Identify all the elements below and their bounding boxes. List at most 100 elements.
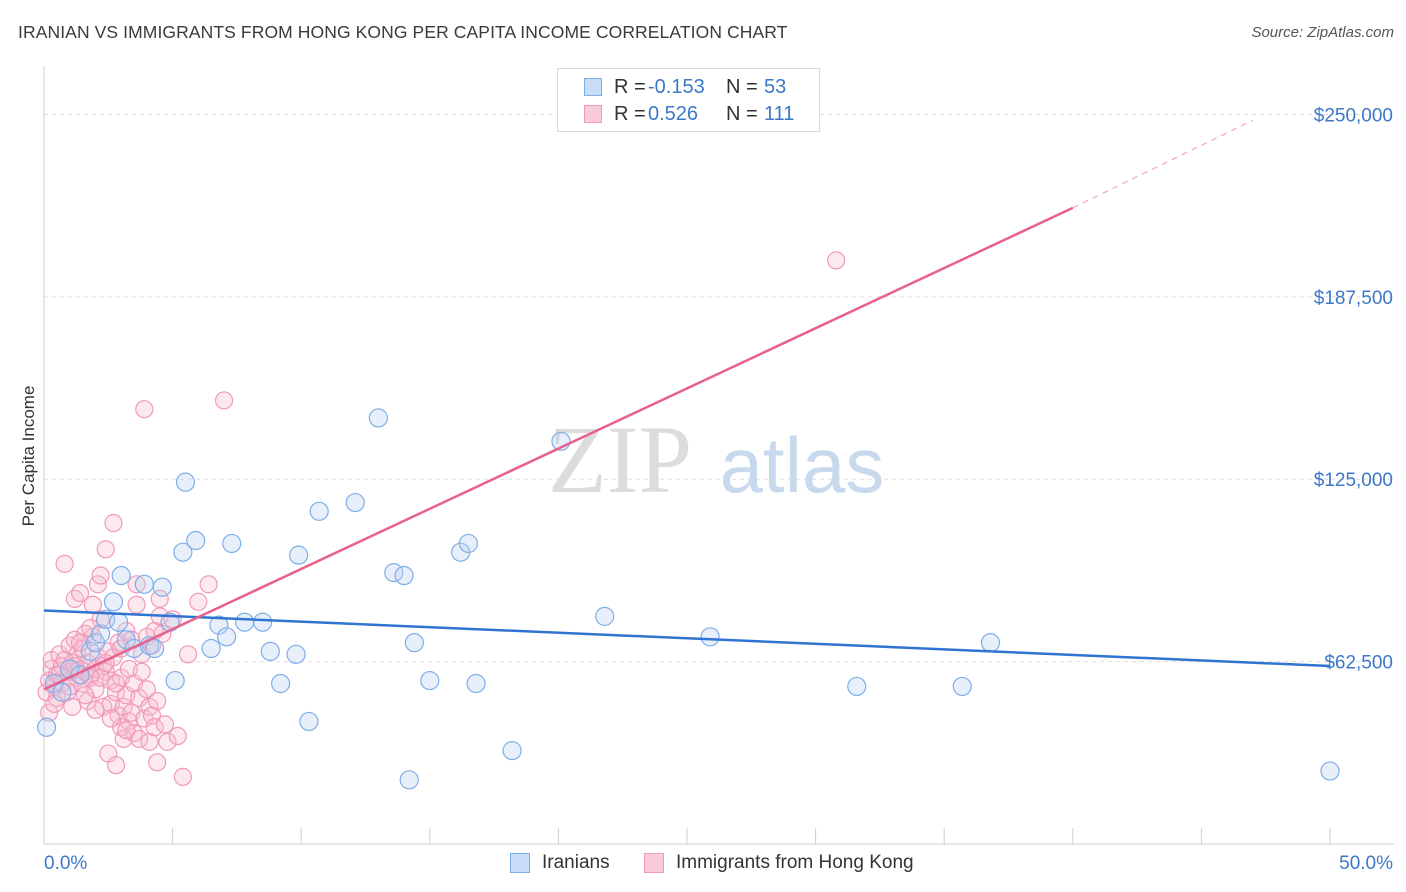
y-tick-labels: $62,500 $125,000 $187,500 $250,000 xyxy=(1314,105,1393,673)
bottom-legend-label-hong-kong: Immigrants from Hong Kong xyxy=(676,852,914,873)
iranian-point xyxy=(420,670,440,691)
iranian-point xyxy=(394,565,414,586)
iranian-point xyxy=(90,624,111,644)
iranian-point xyxy=(235,612,255,632)
hong-kong-point xyxy=(106,756,126,775)
x-tick-label-max: 50.0% xyxy=(1339,853,1393,874)
y-tick-label: $250,000 xyxy=(1314,105,1393,126)
hong-kong-point xyxy=(135,400,154,419)
hong-kong-point xyxy=(70,583,90,603)
bottom-legend-hong-kong: Immigrants from Hong Kong xyxy=(644,852,914,874)
iranians-points xyxy=(36,408,1340,790)
iranian-point xyxy=(345,492,365,513)
legend-r-value: 0.526 xyxy=(648,102,699,125)
hong-kong-point xyxy=(150,589,169,608)
hong-kong-point xyxy=(137,680,156,699)
hong-kong-point xyxy=(130,729,149,749)
y-tick-label: $62,500 xyxy=(1324,653,1393,674)
legend-n-label: N = xyxy=(726,102,758,125)
hong-kong-point xyxy=(86,680,105,699)
hong-kong-point xyxy=(148,691,167,711)
hong-kong-point xyxy=(86,700,105,719)
chart-title: IRANIAN VS IMMIGRANTS FROM HONG KONG PER… xyxy=(18,22,788,42)
source-label: Source: ZipAtlas.com xyxy=(1251,24,1394,41)
hong-kong-point xyxy=(155,715,174,734)
hong-kong-point xyxy=(101,709,120,728)
iranian-point xyxy=(404,633,424,653)
hong-kong-point xyxy=(168,726,187,746)
hong-kong-point xyxy=(65,589,84,608)
iranian-point xyxy=(173,542,193,562)
hong-kong-point xyxy=(81,618,100,638)
hong-kong-point xyxy=(76,686,95,705)
hong-kong-point xyxy=(827,251,846,270)
hong-kong-point xyxy=(178,645,198,664)
grid xyxy=(44,113,1394,663)
iranian-point xyxy=(289,545,309,565)
iranian-point xyxy=(144,638,165,659)
iranian-point xyxy=(260,641,280,662)
hong-kong-point xyxy=(106,674,126,693)
iranian-point xyxy=(700,627,720,647)
legend-r-value: -0.153 xyxy=(648,75,705,98)
hong-kong-point xyxy=(145,718,164,737)
iranian-point xyxy=(399,770,419,790)
legend-r-label: R = xyxy=(614,102,646,125)
iranian-point xyxy=(222,533,242,554)
watermark: ZIP atlas xyxy=(548,406,884,513)
bottom-legend-swatch-iranians xyxy=(510,853,530,873)
hong-kong-point xyxy=(55,554,74,573)
iranian-point xyxy=(271,673,291,694)
iranian-point xyxy=(186,530,206,551)
iranian-point xyxy=(458,533,478,554)
legend-n-label: N = xyxy=(726,75,758,98)
iranian-point xyxy=(217,627,237,647)
legend-row-iranians: R = -0.153 N = 53 xyxy=(584,75,786,99)
watermark-atlas: atlas xyxy=(720,421,885,509)
iranian-point xyxy=(1320,761,1340,781)
legend-swatch-iranians xyxy=(584,78,602,96)
hong-kong-point xyxy=(127,595,146,614)
hong-kong-point xyxy=(104,513,123,533)
bottom-legend-iranians: Iranians xyxy=(510,852,610,874)
iranian-point xyxy=(152,577,172,597)
x-tick-labels: 0.0% 50.0% xyxy=(44,853,1393,874)
iranian-point xyxy=(108,612,129,632)
iranian-point xyxy=(980,633,1001,653)
hong-kong-points xyxy=(37,251,846,786)
hong-kong-point xyxy=(45,694,64,714)
iranian-point xyxy=(36,717,57,737)
iranian-point xyxy=(175,472,196,492)
legend-row-hong-kong: R = 0.526 N = 111 xyxy=(584,102,794,126)
iranian-point xyxy=(253,612,273,632)
hong-kong-point xyxy=(91,566,110,585)
hong-kong-point xyxy=(132,662,151,681)
iranian-point xyxy=(209,615,229,635)
hong-kong-point xyxy=(214,391,234,410)
trend-lines xyxy=(43,119,1331,691)
iranian-point xyxy=(466,673,486,694)
iranian-point xyxy=(111,565,131,586)
iranian-point xyxy=(299,711,319,732)
hong-kong-point xyxy=(173,767,192,786)
hong-kong-point xyxy=(40,703,59,722)
hong-kong-trend-line xyxy=(43,206,1074,691)
hong-kong-point xyxy=(189,592,208,611)
iranian-point xyxy=(309,501,329,521)
iranian-point xyxy=(134,574,154,594)
iranian-point xyxy=(502,741,522,761)
iranian-point xyxy=(847,676,867,697)
hong-kong-point xyxy=(158,732,177,751)
axes xyxy=(43,66,1394,845)
x-tick-label-min: 0.0% xyxy=(44,853,87,874)
hong-kong-point xyxy=(101,671,120,690)
legend-n-value: 111 xyxy=(764,102,795,125)
bottom-legend-swatch-hong-kong xyxy=(644,853,664,873)
hong-kong-point xyxy=(127,575,146,594)
iranian-point xyxy=(595,606,615,626)
legend: R = -0.153 N = 53 R = 0.526 N = 111 xyxy=(557,68,820,132)
hong-kong-trend-extension xyxy=(1072,119,1254,209)
iranian-point xyxy=(368,408,388,428)
iranian-point xyxy=(201,638,221,659)
